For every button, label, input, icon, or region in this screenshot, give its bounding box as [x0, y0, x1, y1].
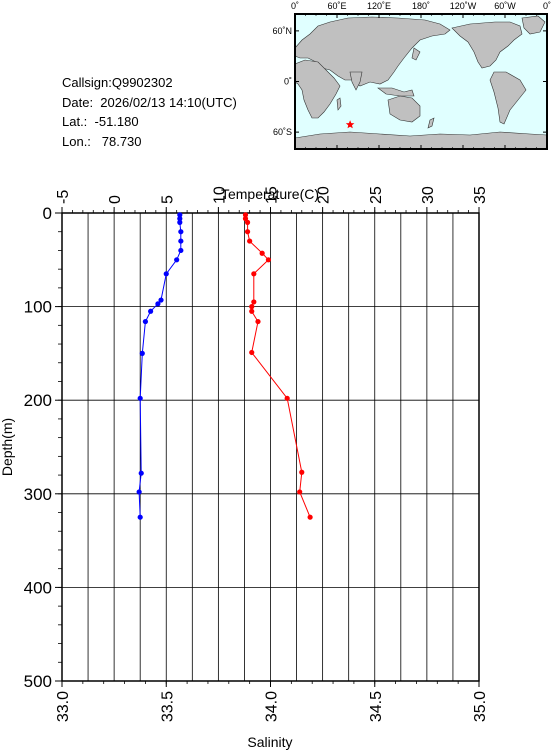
land-india — [349, 71, 363, 91]
map-lat-label: 60˚S — [273, 127, 292, 137]
map-ticks — [294, 14, 548, 149]
series-layer — [136, 212, 313, 520]
salinity-data-point — [249, 308, 255, 314]
temperature-data-point — [178, 247, 184, 254]
temp-tick-label: 20 — [316, 186, 333, 204]
station-marker — [345, 120, 355, 129]
salinity-data-point — [244, 219, 251, 225]
temperature-data-point — [137, 514, 143, 520]
salinity-data-point — [307, 514, 313, 520]
land-north-america — [451, 21, 523, 69]
map-lon-label: 120˚W — [450, 1, 477, 11]
temperature-data-point — [148, 308, 154, 314]
map-lon-label: 0˚ — [291, 1, 299, 11]
land-africa — [295, 59, 341, 119]
salinity-data-point — [251, 271, 257, 277]
land-newzealand — [427, 117, 435, 129]
station-info: Callsign:Q9902302 Date: 2026/02/13 14:10… — [62, 73, 237, 151]
land-japan — [411, 47, 421, 61]
temp-tick-label: 5 — [159, 195, 176, 204]
temp-tick-label: -5 — [55, 190, 72, 204]
map-lon-label: 60˚E — [327, 1, 346, 11]
temp-tick-label: 30 — [420, 186, 437, 204]
map-lon-label: 0˚ — [543, 1, 551, 11]
sal-tick-label: 34.0 — [264, 691, 281, 722]
land-madagascar — [336, 97, 342, 111]
temp-tick-label: 25 — [368, 186, 385, 204]
depth-tick-labels: 0 100 200 300 400 500 — [24, 204, 62, 691]
temperature-axis-label: Temperature(C) — [221, 186, 319, 202]
temp-tick-label: 0 — [107, 195, 124, 204]
map-lon-label: 60˚W — [494, 1, 516, 11]
temp-tick-label: 35 — [472, 186, 489, 204]
temperature-data-point — [158, 297, 164, 303]
temperature-data-point — [174, 257, 180, 263]
map-lon-label: 120˚E — [367, 1, 391, 11]
depth-tick-label: 300 — [24, 485, 52, 504]
map-top-labels: 0˚ 60˚E 120˚E 180˚ 120˚W 60˚W 0˚ — [291, 1, 551, 11]
salinity-data-point — [251, 299, 257, 305]
sal-tick-label: 33.5 — [159, 691, 176, 722]
salinity-data-point — [284, 395, 290, 401]
depth-tick-label: 400 — [24, 578, 52, 597]
location-map: 0˚ 60˚E 120˚E 180˚ 120˚W 60˚W 0˚ 60˚N 0˚ 60˚S — [272, 1, 551, 150]
salinity-data-point — [299, 469, 305, 475]
temp-tick-label: 15 — [264, 186, 281, 204]
depth-axis-label: Depth(m) — [0, 418, 15, 476]
map-lat-label: 60˚N — [272, 26, 292, 36]
land-australia — [387, 95, 421, 123]
temperature-data-point — [155, 301, 161, 307]
date-text: Date: 2026/02/13 14:10(UTC) — [62, 94, 237, 110]
temperature-data-point — [142, 318, 148, 325]
temperature-data-point — [136, 489, 142, 495]
temperature-data-point — [138, 470, 144, 476]
temp-tick-label: 10 — [211, 186, 228, 204]
temperature-data-point — [177, 216, 183, 222]
salinity-data-point — [265, 257, 272, 263]
temperature-data-point — [163, 271, 169, 277]
temperature-data-point — [177, 212, 183, 218]
latitude-text: Lat.: -51.180 — [62, 114, 139, 129]
longitude-text: Lon.: 78.730 — [62, 133, 142, 149]
sal-tick-label: 34.5 — [368, 691, 385, 722]
temperature-data-point — [177, 219, 183, 225]
land-antarctica — [295, 131, 547, 149]
profile-chart: -5 0 5 10 15 20 25 30 35 33.0 33.5 34.0 34.5 35.0 01… — [0, 186, 489, 750]
land-indonesia — [377, 87, 415, 97]
salinity-data-point — [244, 229, 251, 235]
salinity-tick-labels: 33.0 33.5 34.0 34.5 35.0 — [55, 681, 489, 722]
salinity-data-point — [255, 318, 261, 325]
depth-tick-label: 100 — [24, 298, 52, 317]
salinity-axis-label: Salinity — [247, 734, 292, 750]
salinity-data-point — [242, 212, 249, 218]
depth-tick-label: 0 — [43, 204, 52, 223]
salinity-data-point — [249, 349, 255, 356]
temperature-data-point — [139, 350, 145, 356]
depth-tick-label: 200 — [24, 391, 52, 410]
salinity-data-point — [297, 489, 303, 495]
map-lon-label: 180˚ — [412, 1, 430, 11]
temperature-data-point — [178, 238, 184, 244]
temperature-data-point — [178, 229, 184, 235]
sal-tick-label: 35.0 — [472, 691, 489, 722]
salinity-data-point — [247, 238, 253, 244]
map-lat-label: 0˚ — [284, 77, 292, 87]
salinity-data-point — [259, 250, 265, 256]
map-side-labels: 60˚N 0˚ 60˚S — [272, 26, 292, 137]
depth-tick-label: 500 — [24, 672, 52, 691]
temperature-data-point — [137, 395, 143, 401]
sal-tick-label: 33.0 — [55, 691, 72, 722]
land-south-america — [489, 71, 527, 125]
map-land — [295, 15, 547, 149]
temperature-tick-labels: -5 0 5 10 15 20 25 30 35 — [55, 186, 489, 213]
callsign-text: Callsign:Q9902302 — [62, 75, 173, 90]
salinity-data-point — [249, 304, 255, 310]
land-greenland — [521, 15, 546, 35]
